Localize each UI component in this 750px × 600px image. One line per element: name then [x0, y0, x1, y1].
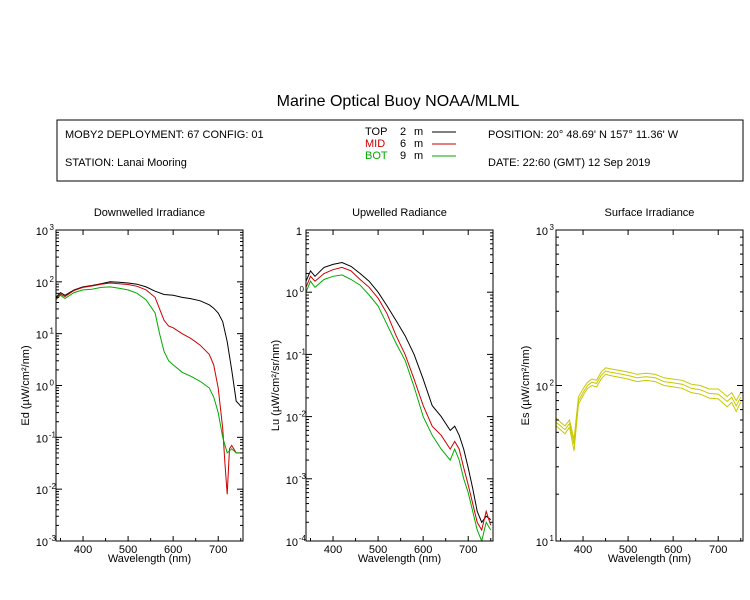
deployment-text: MOBY2 DEPLOYMENT: 67 CONFIG: 01 [65, 129, 264, 141]
y-tick-exponent: 3 [50, 223, 55, 232]
y-tick-exponent: 2 [550, 379, 555, 388]
panel-title: Surface Irradiance [605, 207, 695, 219]
series-top-line [306, 261, 492, 524]
plot-frame [305, 229, 494, 542]
date-text: DATE: 22:60 (GMT) 12 Sep 2019 [488, 157, 650, 169]
x-tick-label: 600 [664, 544, 682, 556]
legend-depth-top: 2 [400, 126, 406, 138]
y-tick-exponent: -2 [49, 482, 57, 491]
x-tick-label: 400 [574, 544, 592, 556]
legend: TOP 2 m MID 6 m BOT 9 m [365, 126, 456, 162]
panel-title: Downwelled Irradiance [94, 207, 205, 219]
series-mid-line [306, 266, 492, 532]
page-title: Marine Optical Buoy NOAA/MLML [277, 93, 520, 110]
x-tick-label: 700 [209, 544, 227, 556]
panel-2: Surface Irradiance 400 500 600 700 Wavelength… [520, 207, 744, 565]
panel-title: Upwelled Radiance [352, 207, 447, 219]
station-text: STATION: Lanai Mooring [65, 157, 187, 169]
y-tick-label: 10 [36, 278, 48, 290]
y-tick-exponent: 3 [550, 223, 555, 232]
y-tick-label: 10 [36, 433, 48, 445]
y-axis-label: Es (µW/cm²/nm) [520, 346, 532, 426]
series-es-1-line [556, 367, 742, 440]
legend-name-bot: BOT [365, 150, 388, 162]
legend-unit-top: m [414, 126, 423, 138]
plot-frame [555, 229, 744, 542]
x-tick-label: 400 [324, 544, 342, 556]
y-tick-exponent: 1 [50, 327, 55, 336]
series-es-2-line [556, 370, 742, 445]
y-tick-label: 10 [286, 288, 298, 300]
y-tick-exponent: -2 [299, 410, 307, 419]
y-tick-label: 10 [36, 382, 48, 394]
x-tick-label: 400 [74, 544, 92, 556]
x-tick-label: 500 [119, 544, 137, 556]
x-axis-label: Wavelength (nm) [108, 553, 191, 565]
legend-depth-bot: 9 [400, 150, 406, 162]
y-tick-exponent: 1 [550, 534, 555, 543]
y-tick-exponent: -1 [49, 430, 57, 439]
y-tick-label: 10 [286, 413, 298, 425]
x-tick-label: 700 [709, 544, 727, 556]
series-top-line [56, 281, 242, 407]
y-tick-label: 10 [536, 382, 548, 394]
y-tick-exponent: -3 [49, 534, 57, 543]
legend-name-top: TOP [365, 126, 387, 138]
y-tick-label: 10 [36, 226, 48, 238]
x-tick-label: 700 [459, 544, 477, 556]
x-axis-label: Wavelength (nm) [358, 553, 441, 565]
series-es-3-line [556, 373, 742, 451]
series-bot-line [306, 274, 492, 541]
panel-1: Upwelled Radiance 400 500 600 700 Wavelength … [270, 207, 494, 565]
x-tick-label: 600 [164, 544, 182, 556]
x-tick-label: 500 [369, 544, 387, 556]
y-tick-label: 10 [36, 537, 48, 549]
y-tick-exponent: 2 [50, 275, 55, 284]
y-tick-label: 10 [36, 485, 48, 497]
y-tick-exponent: 0 [50, 379, 55, 388]
y-tick-label: 1 [296, 226, 302, 238]
legend-unit-bot: m [414, 150, 423, 162]
legend-depth-mid: 6 [400, 138, 406, 150]
y-tick-label: 10 [286, 537, 298, 549]
panel-0: Downwelled Irradiance 400 500 600 700 Wavelen… [20, 207, 244, 565]
x-tick-label: 500 [619, 544, 637, 556]
y-tick-label: 10 [36, 330, 48, 342]
y-tick-label: 10 [286, 475, 298, 487]
y-tick-label: 10 [286, 350, 298, 362]
y-tick-exponent: -3 [299, 472, 307, 481]
series-bot-line [56, 286, 241, 454]
plot-frame [55, 229, 244, 542]
y-tick-label: 10 [536, 537, 548, 549]
x-tick-label: 600 [414, 544, 432, 556]
legend-unit-mid: m [414, 138, 423, 150]
y-tick-label: 10 [536, 226, 548, 238]
y-tick-exponent: 0 [300, 285, 305, 294]
y-tick-exponent: -1 [299, 347, 307, 356]
y-axis-label: Lu (µW/cm²/sr/nm) [270, 340, 282, 431]
position-text: POSITION: 20° 48.69' N 157° 11.36' W [488, 129, 679, 141]
info-box [56, 119, 744, 182]
y-tick-exponent: -4 [299, 534, 307, 543]
series-mid-line [56, 282, 241, 495]
y-axis-label: Ed (µW/cm²/nm) [20, 345, 32, 425]
x-axis-label: Wavelength (nm) [608, 553, 691, 565]
legend-name-mid: MID [365, 138, 385, 150]
